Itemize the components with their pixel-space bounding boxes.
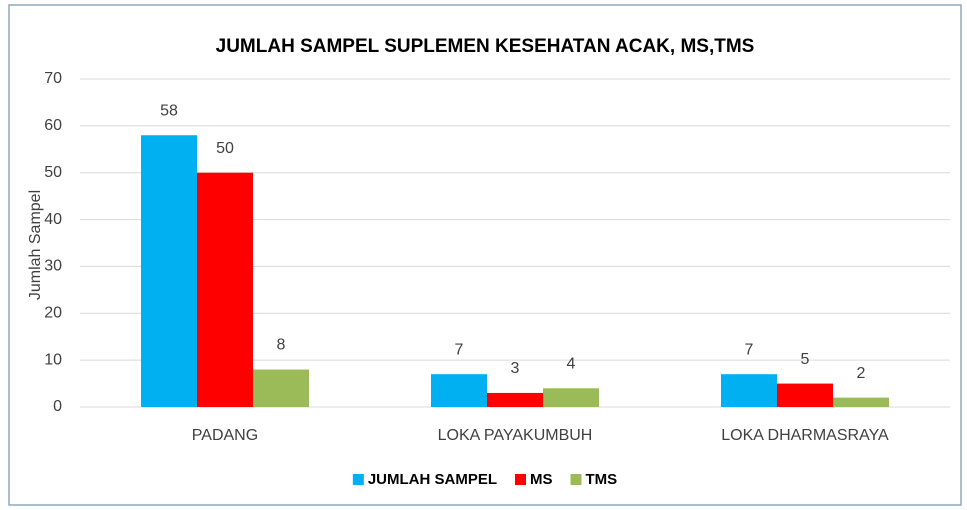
y-tick-label: 30 — [44, 258, 62, 275]
x-tick-label: PADANG — [192, 427, 258, 444]
y-tick-label: 20 — [44, 305, 62, 322]
legend-swatch — [515, 474, 526, 485]
data-label: 7 — [455, 341, 464, 358]
y-tick-label: 60 — [44, 117, 62, 134]
x-tick-label: LOKA DHARMASRAYA — [721, 427, 889, 444]
chart-title: JUMLAH SAMPEL SUPLEMEN KESEHATAN ACAK, M… — [216, 36, 755, 57]
data-label: 58 — [160, 102, 178, 119]
bar — [833, 397, 889, 407]
bar — [197, 172, 253, 407]
bar — [543, 388, 599, 407]
bar — [487, 392, 543, 407]
data-label: 50 — [216, 140, 234, 157]
bar — [777, 383, 833, 407]
legend-swatch — [352, 474, 364, 485]
legend-label: MS — [530, 471, 553, 488]
data-label: 3 — [511, 360, 520, 377]
y-tick-label: 0 — [53, 398, 62, 415]
y-axis-label: Jumlah Sampel — [27, 190, 44, 300]
data-label: 7 — [745, 341, 754, 358]
legend-label: JUMLAH SAMPEL — [368, 471, 497, 488]
data-label: 2 — [857, 365, 866, 382]
y-tick-label: 40 — [44, 211, 62, 228]
bar — [431, 374, 487, 407]
y-tick-label: 70 — [44, 70, 62, 87]
bar — [141, 135, 197, 407]
bar — [253, 369, 309, 407]
y-tick-label: 10 — [44, 351, 62, 368]
legend-swatch — [570, 474, 582, 485]
x-tick-label: LOKA PAYAKUMBUH — [438, 427, 593, 444]
data-label: 4 — [567, 355, 576, 372]
bar — [721, 374, 777, 407]
data-label: 5 — [801, 351, 810, 368]
data-label: 8 — [277, 337, 286, 354]
legend-label: TMS — [586, 471, 618, 488]
y-tick-label: 50 — [44, 164, 62, 181]
